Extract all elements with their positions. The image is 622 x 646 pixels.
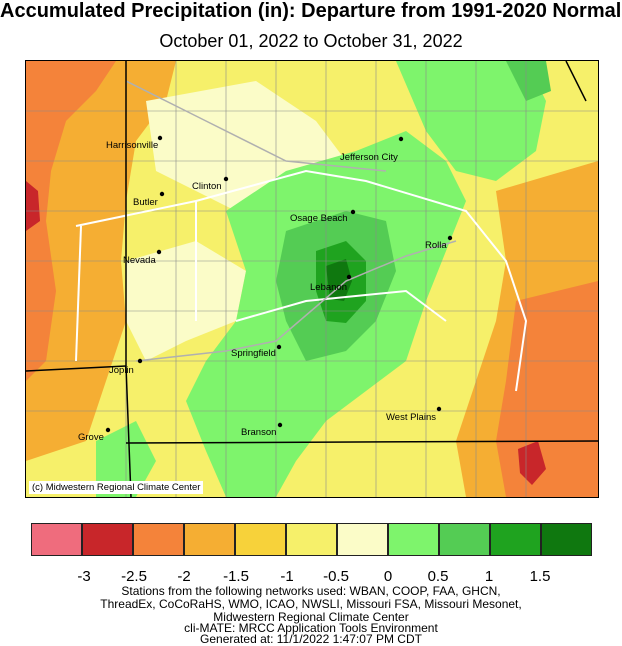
legend-swatch-3 [133,523,184,556]
map-credit: (c) Midwestern Regional Climate Center [29,481,204,494]
city-label-jefferson-city: Jefferson City [340,152,398,163]
city-label-grove: Grove [78,432,104,443]
city-label-nevada: Nevada [123,255,156,266]
city-label-joplin: Joplin [109,365,134,376]
city-label-lebanon: Lebanon [310,282,347,293]
legend-tick-label: -1.5 [223,568,249,585]
footer-center-name: Midwestern Regional Climate Center [213,610,409,624]
footer-generated-timestamp: Generated at: 11/1/2022 1:47:07 PM CDT [200,632,422,646]
footer-tool-name: cli-MATE: MRCC Application Tools Environ… [184,621,438,635]
legend-swatch-2 [82,523,133,556]
footer-networks-line-1: Stations from the following networks use… [121,584,501,598]
city-label-west-plains: West Plains [386,412,436,423]
city-label-branson: Branson [241,427,276,438]
city-label-rolla: Rolla [425,240,447,251]
legend-swatch-4 [184,523,235,556]
legend-tick-label: -2 [177,568,191,585]
color-legend [31,523,592,558]
legend-swatch-6 [286,523,337,556]
legend-swatch-9 [439,523,490,556]
city-label-harrisonville: Harrisonville [106,140,158,151]
legend-swatch-1 [31,523,82,556]
legend-swatch-5 [235,523,286,556]
legend-tick-label: 1 [484,568,494,585]
legend-swatch-10 [490,523,541,556]
legend-tick-label: 0.5 [427,568,449,585]
city-label-clinton: Clinton [192,181,222,192]
legend-tick-label: 1.5 [529,568,551,585]
legend-tick-label: -2.5 [121,568,147,585]
city-label-butler: Butler [133,197,158,208]
map-title: Accumulated Precipitation (in): Departur… [0,0,622,22]
legend-swatch-7 [337,523,388,556]
legend-swatch-8 [388,523,439,556]
city-label-springfield: Springfield [231,348,276,359]
legend-tick-label: 0 [383,568,393,585]
legend-tick-label: -1 [280,568,294,585]
map-canvas: Harrisonville Jefferson City Clinton But… [26,61,598,497]
city-label-osage-beach: Osage Beach [290,213,348,224]
legend-swatch-11 [541,523,592,556]
footer-networks-line-2: ThreadEx, CoCoRaHS, WMO, ICAO, NWSLI, Mi… [100,597,522,611]
legend-tick-label: -0.5 [323,568,349,585]
city-markers: Harrisonville Jefferson City Clinton But… [78,135,453,443]
precipitation-departure-map: Harrisonville Jefferson City Clinton But… [25,60,599,498]
date-range-subtitle: October 01, 2022 to October 31, 2022 [159,31,463,51]
legend-tick-label: -3 [77,568,91,585]
